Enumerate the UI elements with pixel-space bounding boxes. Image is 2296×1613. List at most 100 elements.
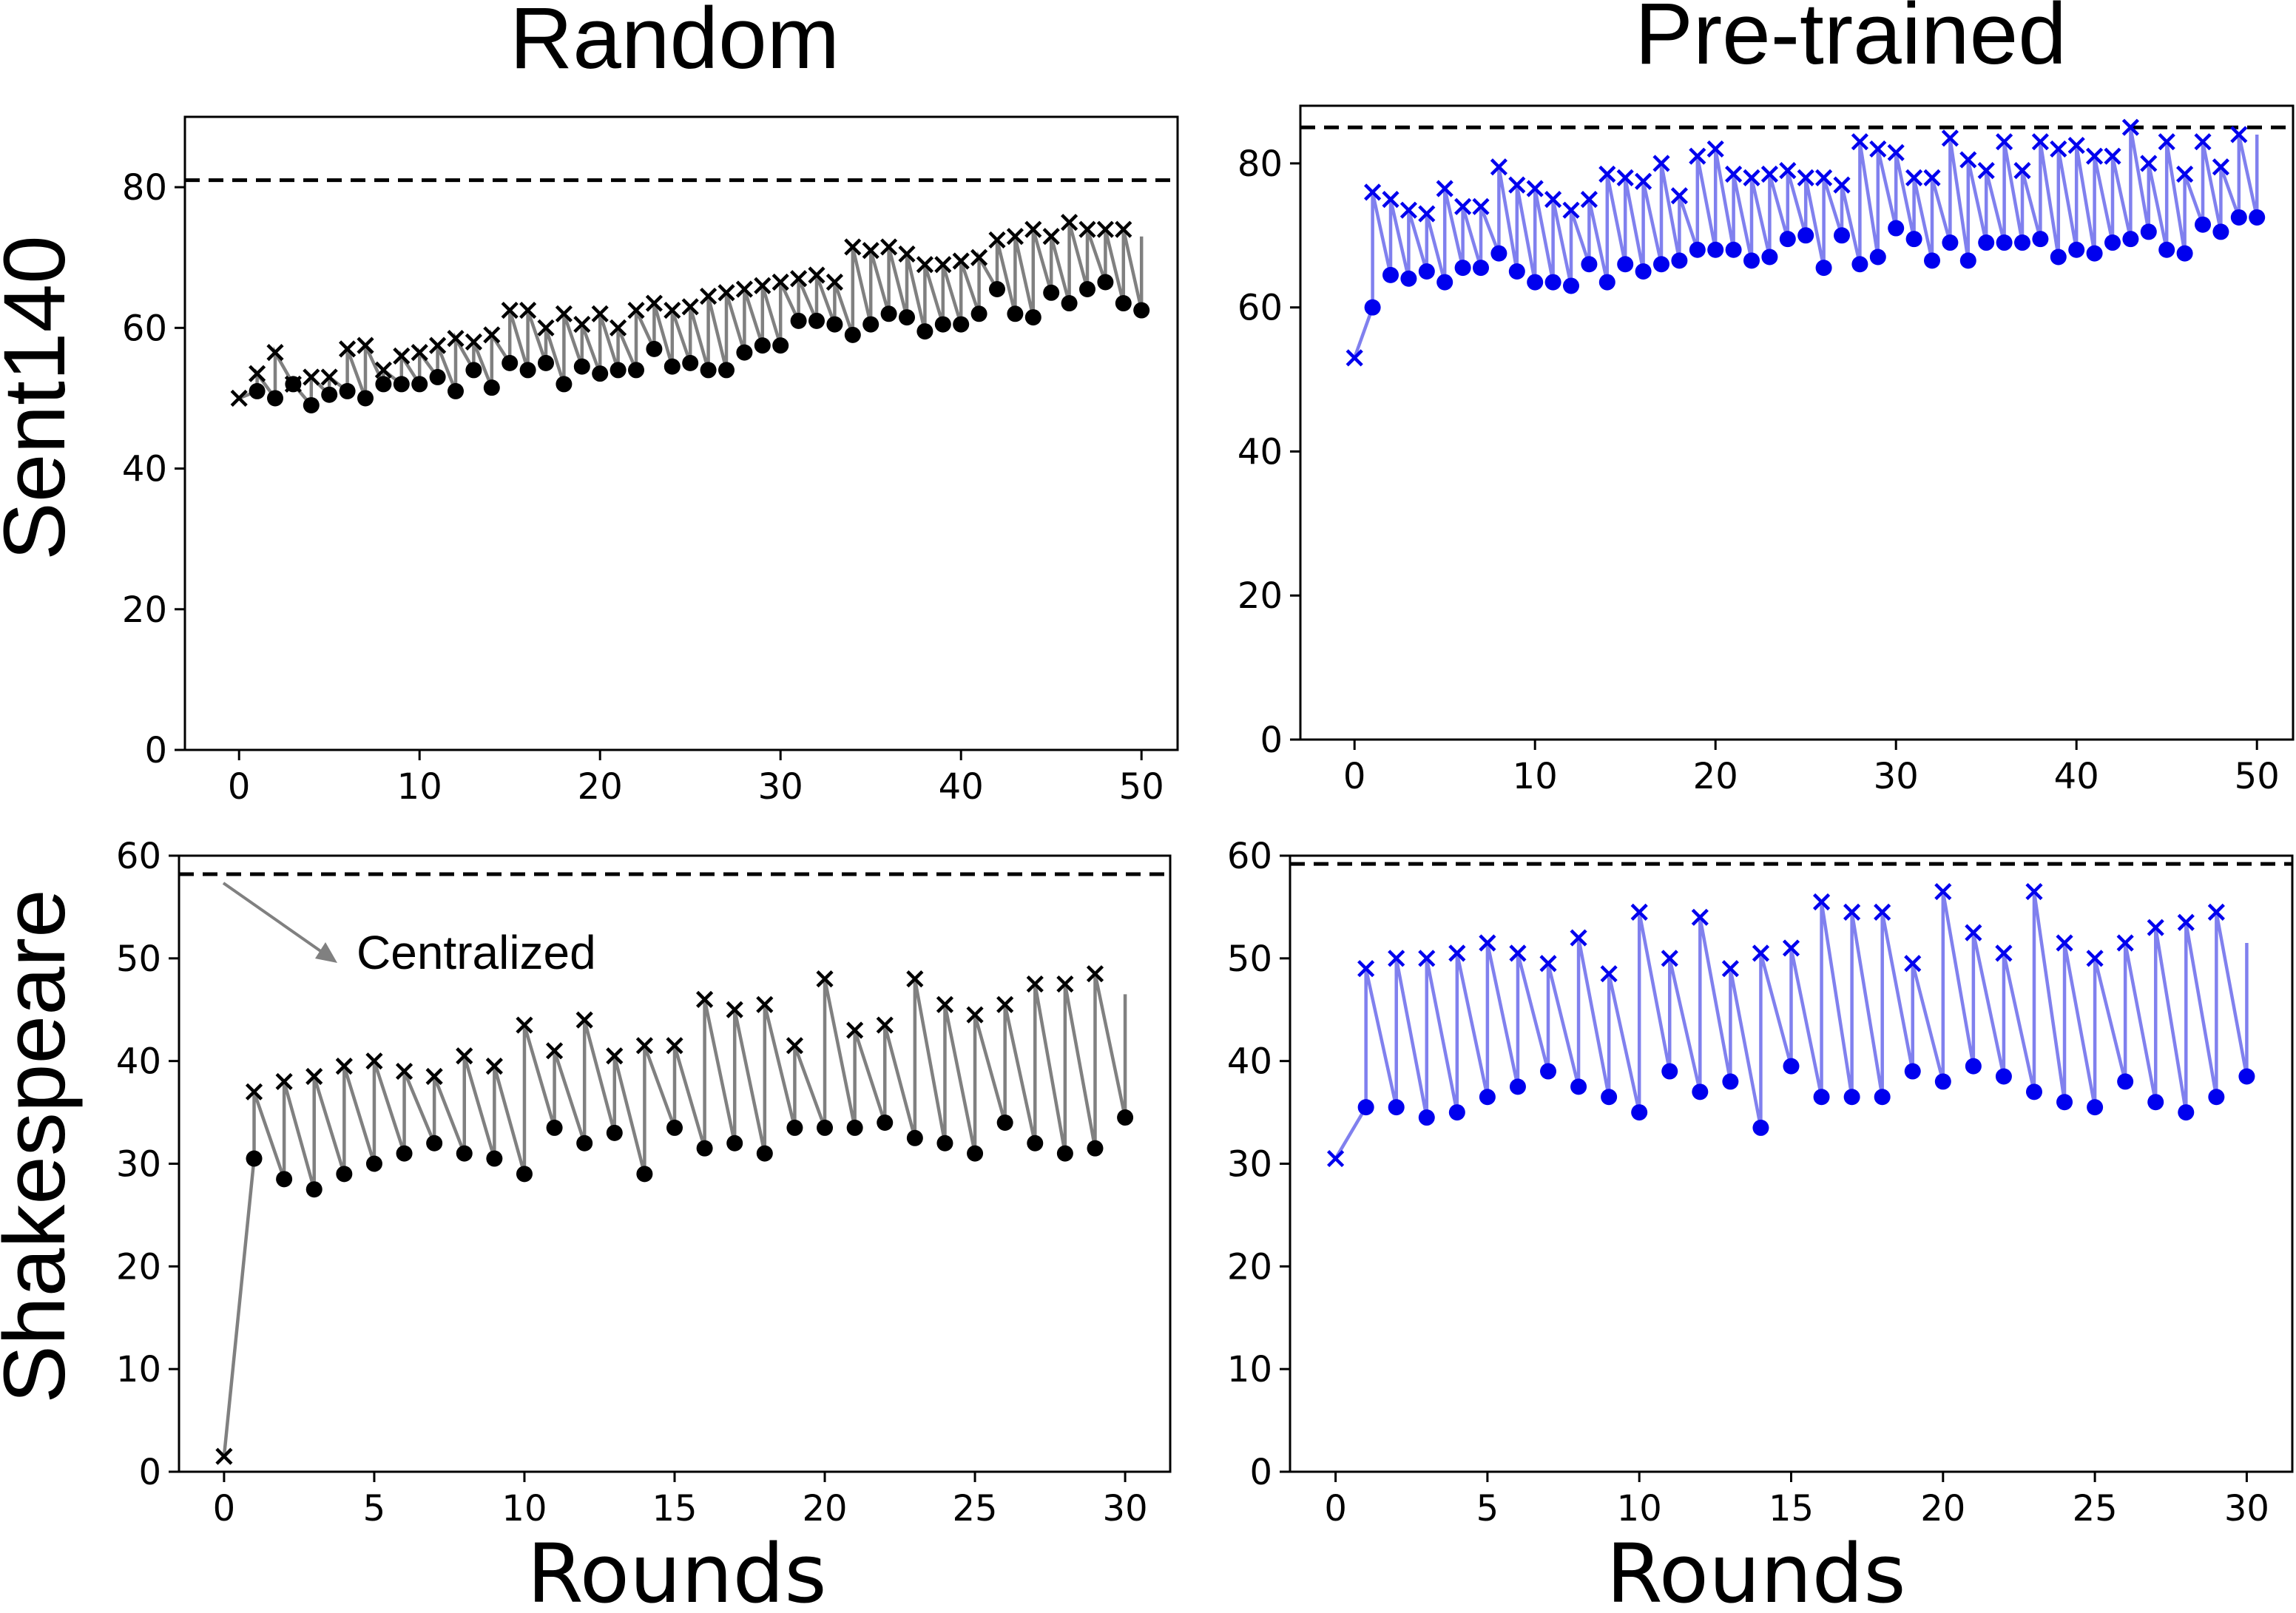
point-after <box>1357 1099 1374 1116</box>
point-before <box>862 242 879 260</box>
point-after <box>2104 234 2121 251</box>
point-after <box>826 316 843 333</box>
point-before <box>786 1037 804 1055</box>
point-after <box>1117 1109 1134 1126</box>
point-after <box>1448 1104 1465 1121</box>
point-after <box>1996 234 2013 251</box>
point-after <box>1978 234 1995 251</box>
x-tick-label: 20 <box>578 766 623 808</box>
point-before <box>696 990 714 1008</box>
point-before <box>1056 975 1074 993</box>
point-after <box>2208 1089 2225 1106</box>
point-before <box>916 256 933 274</box>
point-before <box>1024 220 1042 238</box>
point-before <box>681 298 699 316</box>
point-before <box>2050 140 2067 158</box>
point-before <box>664 301 681 319</box>
point-before <box>816 970 834 988</box>
point-after <box>2212 223 2229 240</box>
x-tick-label: 20 <box>1693 756 1738 797</box>
point-after <box>2068 241 2085 258</box>
row-label-sent140: Sent140 <box>0 235 84 561</box>
point-after <box>305 1181 323 1198</box>
point-before <box>876 1016 894 1034</box>
point-after <box>483 379 500 396</box>
point-before <box>215 1447 233 1465</box>
point-before <box>335 1058 353 1075</box>
point-after <box>2230 209 2247 226</box>
point-before <box>1086 965 1104 983</box>
x-tick-label: 5 <box>363 1488 386 1529</box>
point-before <box>1600 965 1618 983</box>
point-after <box>556 376 573 393</box>
point-after <box>1797 227 1814 244</box>
point-after <box>1133 302 1150 319</box>
point-before <box>1006 228 1024 246</box>
point-before <box>1436 180 1453 197</box>
x-tick-label: 40 <box>2054 756 2099 797</box>
point-before <box>1570 929 1587 947</box>
point-after <box>628 362 644 379</box>
point-before <box>1388 950 1405 967</box>
point-after <box>1965 1058 1982 1075</box>
point-after <box>1581 256 1598 273</box>
point-after <box>396 1145 413 1162</box>
point-before <box>1995 944 2013 962</box>
point-after <box>817 1119 834 1136</box>
point-after <box>1671 252 1688 269</box>
point-after <box>1743 252 1760 269</box>
point-before <box>952 252 970 270</box>
point-after <box>1904 1063 1921 1080</box>
x-axis-title-right: Rounds <box>1606 1526 1905 1613</box>
point-after <box>877 1114 894 1131</box>
point-after <box>1834 227 1850 244</box>
point-after <box>1689 241 1706 258</box>
point-before <box>1399 201 1417 219</box>
point-after <box>666 1119 683 1136</box>
point-after <box>736 344 753 361</box>
y-tick-label: 60 <box>122 308 167 349</box>
point-before <box>575 1011 593 1029</box>
point-before <box>1851 133 1868 151</box>
point-before <box>485 1058 503 1075</box>
point-before <box>1843 903 1861 921</box>
point-after <box>1097 274 1114 291</box>
point-before <box>1691 908 1709 926</box>
point-before <box>906 970 924 988</box>
point-after <box>1563 277 1579 294</box>
point-before <box>825 273 843 291</box>
point-before <box>844 238 862 256</box>
point-before <box>2212 158 2229 176</box>
point-after <box>1635 263 1652 280</box>
point-before <box>393 347 411 365</box>
series-line <box>222 973 1127 1457</box>
point-before <box>519 301 537 319</box>
point-after <box>516 1166 533 1183</box>
point-after <box>1725 241 1742 258</box>
point-after <box>1752 1119 1769 1136</box>
y-tick-label: 60 <box>1238 288 1283 329</box>
point-after <box>1490 245 1507 262</box>
point-before <box>357 337 374 354</box>
point-after <box>899 309 915 326</box>
point-after <box>1843 1089 1860 1106</box>
point-before <box>1042 228 1060 246</box>
point-before <box>591 305 609 322</box>
point-after <box>696 1140 713 1157</box>
point-after <box>756 1145 773 1162</box>
point-after <box>2147 1094 2164 1111</box>
point-after <box>2140 223 2157 240</box>
annotation-arrow <box>222 882 328 957</box>
point-before <box>395 1062 413 1081</box>
point-before <box>1874 903 1891 921</box>
point-before <box>465 333 482 351</box>
x-tick-label: 0 <box>1343 756 1366 797</box>
point-before <box>1096 220 1114 238</box>
point-after <box>2056 1094 2073 1111</box>
point-after <box>1570 1078 1587 1095</box>
point-before <box>339 340 357 358</box>
point-after <box>916 323 933 340</box>
point-after <box>1418 1109 1435 1126</box>
y-tick-label: 40 <box>1238 431 1283 473</box>
